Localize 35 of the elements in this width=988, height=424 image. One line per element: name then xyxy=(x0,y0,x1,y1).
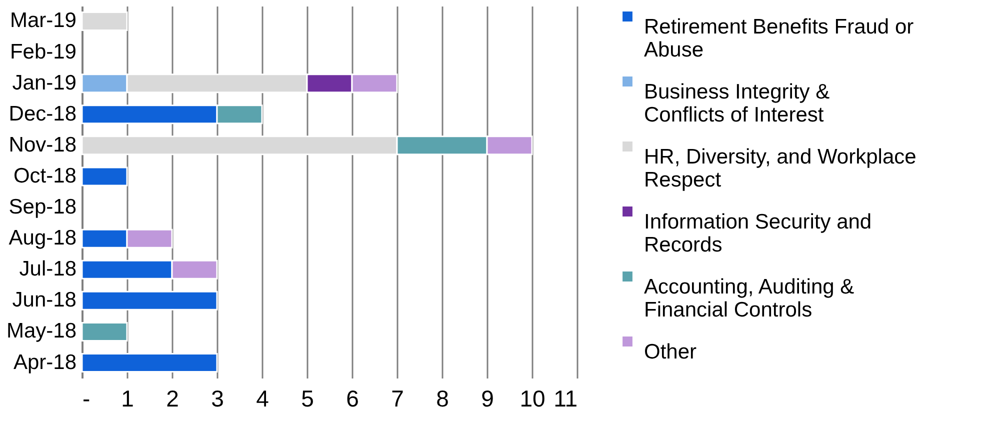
y-tick-label: Nov-18 xyxy=(8,133,76,156)
y-tick-label: Mar-19 xyxy=(10,9,76,32)
y-tick-label: Jul-18 xyxy=(19,258,76,281)
y-tick-label: Feb-19 xyxy=(10,40,76,64)
y-tick-label: Apr-18 xyxy=(13,350,76,374)
bar xyxy=(81,353,218,373)
legend-label: Retirement Benefits Fraud or Abuse xyxy=(644,16,914,62)
y-tick-label: May-18 xyxy=(6,320,76,343)
legend-label: Business Integrity & Conflicts of Interest xyxy=(644,80,830,126)
x-tick-label: 8 xyxy=(436,386,449,412)
bar xyxy=(81,166,128,186)
legend-label: HR, Diversity, and Workplace Respect xyxy=(644,146,916,192)
y-tick-label: Jan-19 xyxy=(12,71,76,94)
x-tick-label: 3 xyxy=(211,386,224,412)
x-tick-label: 9 xyxy=(481,386,494,412)
bar xyxy=(81,290,218,310)
bar xyxy=(81,322,128,342)
x-tick-label: 2 xyxy=(166,386,179,412)
y-tick-label: Jun-18 xyxy=(12,288,76,312)
x-tick-label: 6 xyxy=(346,386,359,412)
x-tick-label: - xyxy=(82,386,90,412)
y-tick-label: Sep-18 xyxy=(8,196,76,219)
x-tick-label: 4 xyxy=(256,386,270,412)
y-tick-label: Dec-18 xyxy=(8,102,76,126)
y-tick-label: Aug-18 xyxy=(8,226,76,250)
x-tick-label: 11 xyxy=(554,386,578,412)
legend-label: Accounting, Auditing & Financial Controls xyxy=(644,276,854,322)
x-tick-label: 5 xyxy=(301,386,314,412)
x-tick-label: 7 xyxy=(391,386,404,412)
legend-label: Information Security and Records xyxy=(644,210,872,256)
x-tick-label: 10 xyxy=(520,386,546,412)
legend-label: Other xyxy=(644,340,697,364)
bar xyxy=(81,11,128,31)
x-tick-label: 1 xyxy=(121,386,134,412)
y-tick-label: Oct-18 xyxy=(13,164,76,188)
